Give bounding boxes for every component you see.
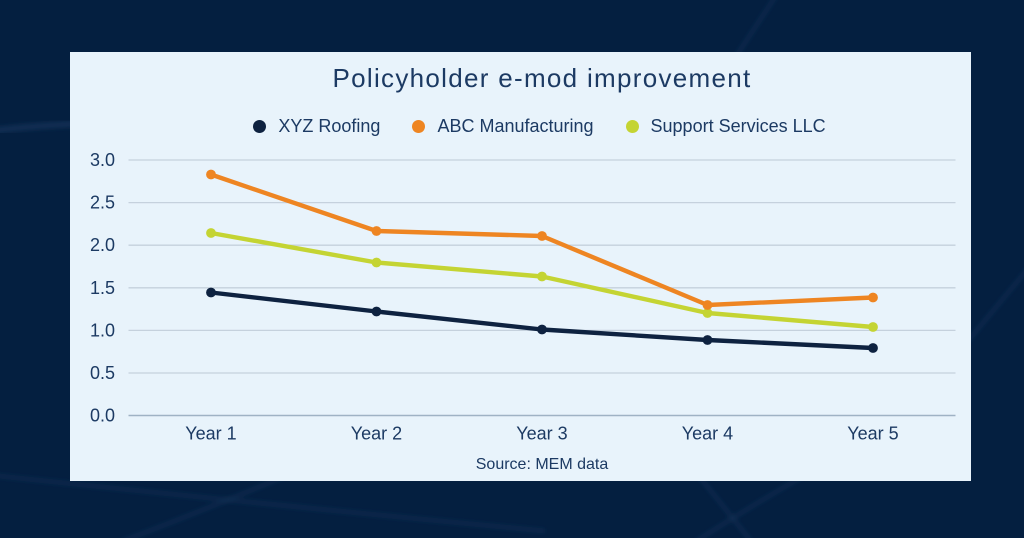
svg-text:Year 3: Year 3 xyxy=(516,424,567,444)
svg-text:Year 2: Year 2 xyxy=(351,424,402,444)
svg-text:Year 1: Year 1 xyxy=(185,424,236,444)
svg-text:3.0: 3.0 xyxy=(90,150,115,170)
svg-text:1.5: 1.5 xyxy=(90,278,115,298)
svg-text:Year 4: Year 4 xyxy=(682,424,733,444)
svg-text:2.0: 2.0 xyxy=(90,235,115,255)
svg-text:Source: MEM data: Source: MEM data xyxy=(476,456,609,473)
svg-text:0.5: 0.5 xyxy=(90,363,115,383)
svg-text:Year 5: Year 5 xyxy=(847,424,898,444)
svg-text:1.0: 1.0 xyxy=(90,320,115,340)
svg-text:2.5: 2.5 xyxy=(90,193,115,213)
svg-text:0.0: 0.0 xyxy=(90,406,115,426)
